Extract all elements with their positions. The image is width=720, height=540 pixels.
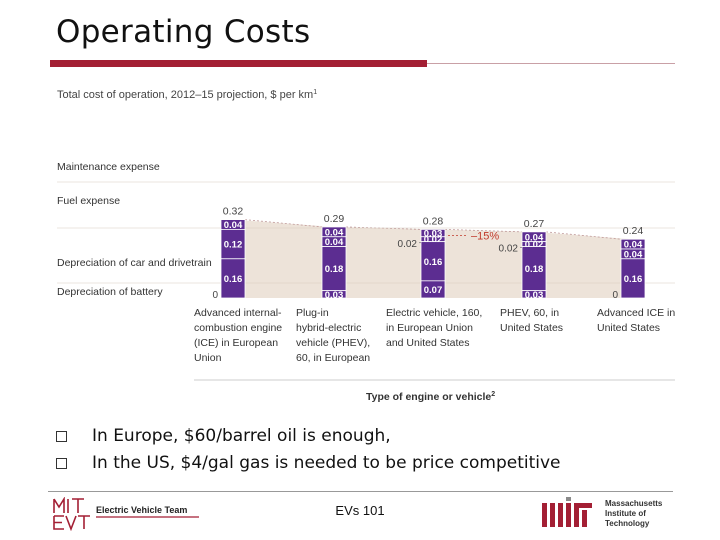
segment-label: 0.04: [624, 249, 643, 260]
total-connector: [444, 229, 523, 233]
category-label: vehicle (PHEV),: [296, 337, 370, 349]
annotation-text: –15%: [471, 230, 499, 242]
segment-label: 0.02: [525, 240, 544, 251]
segment-label: 0.04: [325, 237, 344, 248]
mit-name-line: Massachusetts: [605, 499, 663, 508]
total-label: 0.28: [423, 215, 444, 227]
segment-label: 0.04: [325, 227, 344, 238]
footer-center-text: EVs 101: [335, 503, 385, 518]
cost-chart-svg: Total cost of operation, 2012–15 project…: [57, 89, 675, 403]
bar-segment: [521, 290, 547, 299]
category-label: 60, in European: [296, 352, 370, 364]
segment-label: 0.16: [424, 257, 443, 268]
category-label: (ICE) in European: [194, 337, 278, 349]
total-connector: [545, 231, 622, 240]
category-label: United States: [500, 322, 563, 334]
total-label: 0.27: [524, 218, 545, 230]
zero-label: 0: [612, 290, 618, 301]
category-label: and United States: [386, 337, 469, 349]
category-label: Plug-in: [296, 307, 329, 319]
segment-label: 0.04: [224, 220, 243, 231]
segment-label: 0.03: [525, 290, 544, 301]
category-label: Union: [194, 352, 222, 364]
bar-segment: [420, 280, 446, 299]
footer-rule: [48, 491, 673, 492]
zero-label: 0: [212, 290, 218, 301]
total-label: 0.29: [324, 213, 345, 225]
category-label: hybrid-electric: [296, 322, 361, 334]
total-label: 0.32: [223, 206, 244, 218]
title-rule-gray: [427, 63, 675, 64]
outside-segment-label: 0.02: [398, 239, 418, 250]
team-name-text: Electric Vehicle Team: [96, 505, 187, 515]
title-rule: [50, 60, 675, 67]
bar-segment: [420, 241, 446, 282]
bar-segment: [620, 258, 646, 299]
series-label: Fuel expense: [57, 195, 120, 207]
series-label: Maintenance expense: [57, 161, 160, 173]
segment-label: 0.12: [224, 240, 243, 251]
segment-label: 0.03: [325, 290, 344, 301]
category-label: Electric vehicle, 160,: [386, 307, 482, 319]
category-label: Advanced ICE in: [597, 307, 675, 319]
chart-title: Total cost of operation, 2012–15 project…: [57, 89, 317, 101]
title-rule-red: [50, 60, 427, 67]
segment-label: 0.18: [525, 264, 544, 275]
slide-title: Operating Costs: [56, 14, 311, 50]
segment-label: 0.04: [525, 232, 544, 243]
total-label: 0.24: [623, 225, 644, 237]
bullet-item: In Europe, $60/barrel oil is enough,: [56, 423, 561, 450]
series-label: Depreciation of battery: [57, 286, 163, 298]
total-connector: [244, 219, 323, 228]
bullet-text: In Europe, $60/barrel oil is enough,: [92, 426, 391, 446]
segment-label: 0.03: [424, 229, 443, 240]
bullet-text: In the US, $4/gal gas is needed to be pr…: [92, 453, 561, 473]
mit-logo: Massachusetts Institute of Technology: [540, 497, 700, 535]
segment-label: 0.16: [224, 274, 243, 285]
category-label: United States: [597, 322, 660, 334]
segment-label: 0.18: [325, 264, 344, 275]
outside-segment-label: 0.02: [499, 244, 519, 255]
segment-label: 0.02: [424, 235, 443, 246]
category-label: PHEV, 60, in: [500, 307, 559, 319]
bullet-list: In Europe, $60/barrel oil is enough, In …: [56, 423, 561, 477]
bullet-item: In the US, $4/gal gas is needed to be pr…: [56, 450, 561, 477]
series-label: Depreciation of car and drivetrain: [57, 257, 212, 269]
bar-segment: [321, 290, 347, 299]
bullet-box-icon: [56, 431, 67, 442]
bar-segment: [521, 246, 547, 292]
mit-name-line: Technology: [605, 519, 650, 528]
segment-label: 0.07: [424, 285, 443, 296]
x-axis-label: Type of engine or vehicle2: [366, 391, 495, 403]
segment-label: 0.16: [624, 274, 643, 285]
cost-chart: Total cost of operation, 2012–15 project…: [0, 70, 720, 410]
mit-evt-logo: Electric Vehicle Team: [52, 496, 212, 532]
segment-label: 0.04: [624, 240, 643, 251]
mit-name: Massachusetts Institute of Technology: [605, 499, 662, 529]
category-label: in European Union: [386, 322, 473, 334]
mit-name-line: Institute of: [605, 509, 646, 518]
bar-segment: [220, 258, 246, 299]
category-label: Advanced internal-: [194, 307, 282, 319]
category-label: combustion engine: [194, 322, 282, 334]
bullet-box-icon: [56, 458, 67, 469]
